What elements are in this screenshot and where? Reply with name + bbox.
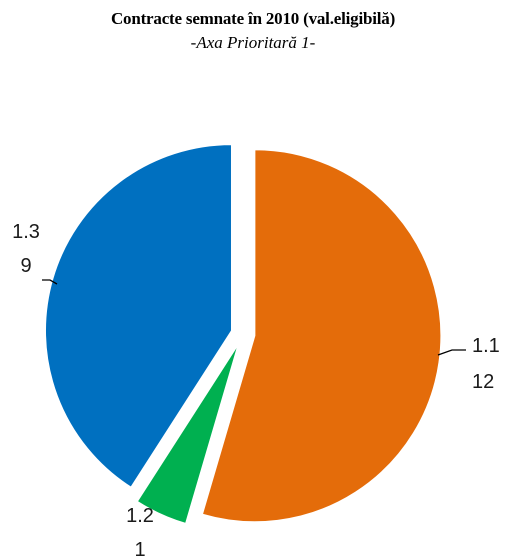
slice-value-1-2: 1: [134, 539, 145, 557]
pie-slices: [45, 144, 442, 525]
slice-value-1-3: 9: [20, 255, 31, 277]
pie-slice-1-3: [45, 144, 232, 488]
pie-slice-1-1: [201, 149, 442, 523]
slice-label-1-3: 1.3: [12, 221, 40, 243]
leader-line-1-1: [437, 349, 466, 356]
chart-title: Contracte semnate în 2010 (val.eligibilă…: [110, 9, 396, 28]
leader-line-1-3: [42, 279, 58, 285]
slice-value-1-1: 12: [472, 371, 494, 393]
pie-slice-1-2: [136, 344, 239, 525]
chart-subtitle: -Axa Prioritară 1-: [190, 33, 316, 52]
slice-label-1-1: 1.1: [472, 335, 500, 357]
slice-label-1-2: 1.2: [126, 505, 154, 527]
slice-labels: 1.1 12 1.2 1 1.3 9: [12, 221, 500, 557]
leader-lines: [42, 279, 466, 356]
